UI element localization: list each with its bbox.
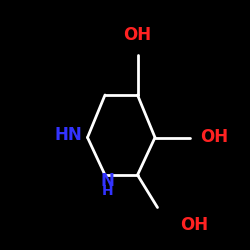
Text: H: H bbox=[102, 184, 113, 198]
Text: OH: OH bbox=[124, 26, 152, 44]
Text: HN: HN bbox=[55, 126, 83, 144]
Text: OH: OH bbox=[180, 216, 208, 234]
Text: N: N bbox=[100, 172, 114, 190]
Text: OH: OH bbox=[200, 128, 228, 146]
